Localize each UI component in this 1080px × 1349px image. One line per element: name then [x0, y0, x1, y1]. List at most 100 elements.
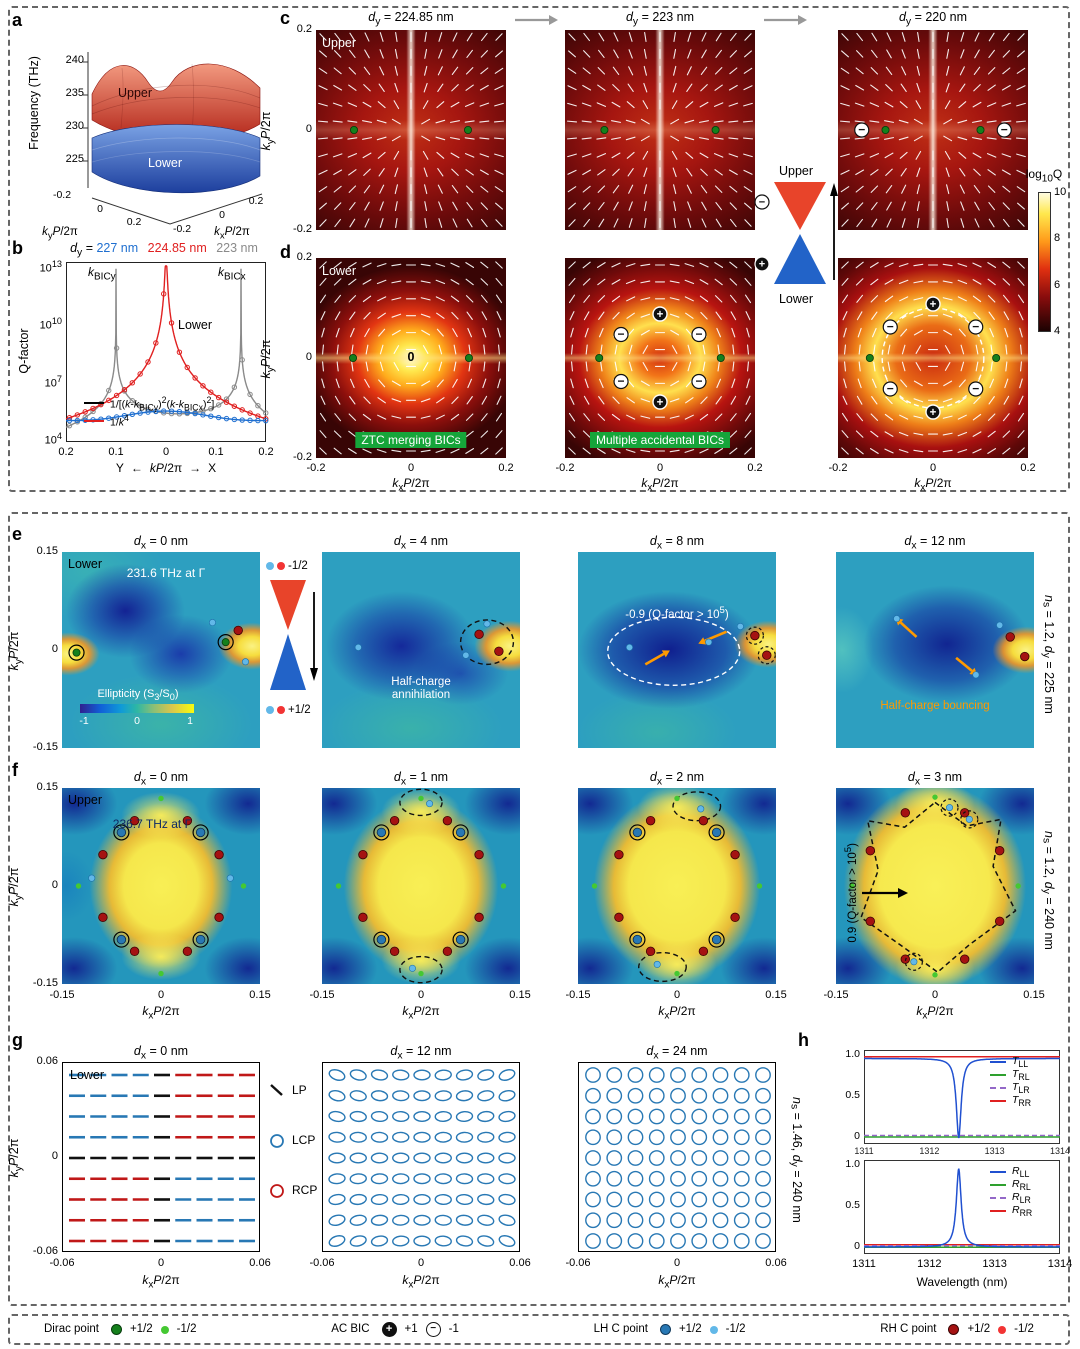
- y-tick: 1.0: [845, 1048, 860, 1060]
- panel-d-label: d: [280, 242, 291, 262]
- curve-legend-label: 1/k4: [110, 413, 129, 429]
- bic-badge: ZTC merging BICs: [355, 432, 467, 448]
- bic-badge: Multiple accidental BICs: [589, 432, 731, 448]
- frequency-tick: 230: [65, 120, 84, 132]
- panel-g-map-1-glyphs: [328, 1069, 516, 1247]
- wavelength-tick: 1311: [854, 1146, 874, 1156]
- ky-tick: 0.15: [36, 545, 58, 557]
- xaxis-part: →: [189, 461, 202, 475]
- kx-axis-label: kxP/2π: [214, 226, 250, 242]
- band-inversion-diagram: −+: [754, 182, 838, 284]
- panel-h-plot-frame-1: [864, 1160, 1060, 1254]
- panel-g-map-2: [578, 1062, 776, 1252]
- lh_m-icon: [266, 562, 274, 571]
- lower-band-label: Lower: [322, 264, 357, 278]
- kx-axis-label: kxP/2π: [916, 1004, 954, 1022]
- q-tick: 1013: [39, 259, 62, 275]
- svg-text:−: −: [972, 382, 979, 396]
- panel-c-label: c: [280, 8, 291, 28]
- charge-label: +1/2: [288, 704, 311, 716]
- spectrum-legend-swatch: [990, 1184, 1006, 1186]
- panel-f-map-0-overlay: [75, 795, 247, 977]
- legend-charge-label: +1: [404, 1323, 418, 1336]
- svg-text:−: −: [887, 320, 894, 334]
- panel-g-map-1: [322, 1062, 520, 1252]
- ellipticity-colorbar-label: Ellipticity (S3/S0): [97, 688, 179, 703]
- kx-tick: -0.06: [49, 1257, 75, 1269]
- legend-group-lh-c-point: LH C point +1/2 -1/2: [594, 1323, 746, 1336]
- ellipticity-tick: -1: [79, 715, 89, 727]
- panel-b-title: dy = 227 nm 224.85 nm 223 nm: [52, 241, 282, 259]
- svg-text:+: +: [759, 259, 765, 271]
- frequency-axis-label: Frequency (THz): [27, 56, 41, 150]
- legend-group-label: RH C point: [880, 1323, 937, 1336]
- spectrum-legend-swatch: [990, 1087, 1006, 1089]
- svg-text:+: +: [657, 309, 664, 321]
- ky-axis-label: kyP/2π: [6, 631, 25, 671]
- legend-charge-label: +1/2: [129, 1323, 153, 1336]
- minus-icon: −: [425, 1322, 441, 1337]
- q-axis-label: Q-factor: [17, 328, 31, 374]
- charge-label: -1/2: [288, 560, 308, 572]
- wavelength-tick: 1312: [919, 1146, 940, 1156]
- kx-tick: -0.06: [565, 1257, 591, 1269]
- svg-text:−: −: [972, 320, 979, 334]
- panel-b-title-value: 224.85 nm: [147, 241, 207, 255]
- panel-e-map-3-overlay: [893, 615, 1030, 679]
- legend-group-label: AC BIC: [331, 1323, 370, 1336]
- panel-b-label: b: [12, 238, 23, 258]
- kx-tick: -0.15: [823, 989, 849, 1001]
- legend-charge-label: +1/2: [967, 1323, 991, 1336]
- ky-tick: 0: [97, 203, 103, 215]
- panel-b-plot-frame: [66, 262, 266, 442]
- rh_m-icon: [277, 706, 285, 715]
- lh_p-icon: [659, 1324, 671, 1335]
- kx-tick: 0.06: [509, 1257, 531, 1269]
- spectrum-legend-label: RLR: [1012, 1191, 1031, 1206]
- ky-tick: 0.06: [36, 1055, 58, 1067]
- plus-icon: +: [381, 1322, 397, 1337]
- panel-c-map-0: [316, 30, 506, 230]
- map-title: dx = 1 nm: [393, 770, 449, 788]
- kx-tick: 0.2: [248, 195, 264, 207]
- svg-text:+: +: [930, 299, 937, 311]
- dirac_m-icon: [160, 1325, 169, 1334]
- map-title: dx = 8 nm: [649, 534, 705, 552]
- bouncing-note: Half-charge bouncing: [880, 700, 990, 712]
- kx-axis-label: kxP/2π: [658, 1273, 696, 1291]
- k-tick: 0.1: [108, 446, 124, 458]
- panel-e-side-label: ns = 1.2, dy = 225 nm: [1040, 595, 1057, 714]
- svg-text:−: −: [1001, 123, 1008, 137]
- ky-tick: -0.2: [52, 189, 72, 201]
- ky-axis-label: kyP/2π: [258, 339, 277, 379]
- panel-e-map-3: [836, 552, 1034, 748]
- panel-f-side-label: ns = 1.2, dy = 240 nm: [1040, 831, 1057, 950]
- colorbar-tick: 4: [1054, 325, 1061, 337]
- kx-tick: 0: [219, 209, 225, 221]
- map-title: dx = 24 nm: [646, 1044, 708, 1062]
- annihilation-top-row: -1/2: [266, 560, 308, 573]
- legend-line-swatch: [84, 420, 104, 422]
- panel-g-map-0: [62, 1062, 260, 1252]
- panel-h-plot-frame-0: [864, 1050, 1060, 1144]
- kx-tick: 0: [407, 462, 415, 474]
- panel-b-xaxis-label: Y ← kP/2π → X: [66, 461, 266, 475]
- lower-band-label: Lower: [148, 156, 183, 170]
- legend-charge-label: -1/2: [176, 1323, 197, 1336]
- ky-tick: 0.15: [36, 781, 58, 793]
- curve-legend-label: 1/[(k-kBICy)2(k-kBICx)2]: [110, 395, 215, 413]
- q-colorbar: [1038, 192, 1051, 332]
- kx-tick: 0: [931, 989, 939, 1001]
- wavelength-tick: 1313: [984, 1146, 1005, 1156]
- spectrum-legend-label: RRR: [1012, 1204, 1033, 1219]
- upper-band-label: Upper: [322, 36, 357, 50]
- diagram-lower-label: Lower: [778, 292, 814, 306]
- wavelength-tick: 1313: [982, 1258, 1007, 1270]
- kx-axis-label: kxP/2π: [142, 1273, 180, 1291]
- kx-tick: -0.15: [565, 989, 591, 1001]
- rh_m-icon: [998, 1325, 1007, 1334]
- zero-charge-label: 0: [407, 350, 415, 364]
- ky-axis-label: kyP/2π: [42, 226, 78, 242]
- frequency-at-gamma-label: 236.7 THz at Γ: [112, 817, 192, 831]
